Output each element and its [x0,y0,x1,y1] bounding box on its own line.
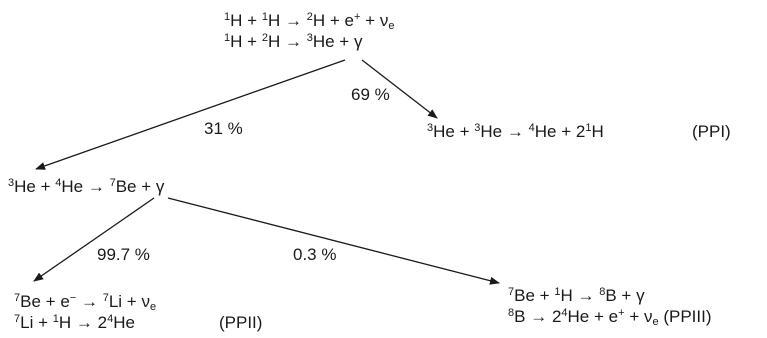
reaction-he3-he4: 3He + 4He → 7Be + γ [8,177,165,196]
reaction-be7-electron-capture: 7Be + e− → 7Li + νe [14,292,157,313]
reaction-li7-proton: 7Li + 1H → 24He [14,313,135,332]
node-ppii: 7Be + e− → 7Li + νe 7Li + 1H → 24He [14,291,156,333]
arrow-top-to-ppi [361,59,438,119]
reaction-be7-proton: 7Be + 1H → 8B + γ [508,286,645,305]
arrow-middle-to-ppii [33,197,155,282]
arrow-middle-to-ppiii [167,197,500,285]
node-ppiii: 7Be + 1H → 8B + γ 8B → 24He + e+ + νe (P… [508,285,712,328]
node-ppi: 3He + 3He → 4He + 21H [427,121,604,142]
reaction-he3-he3: 3He + 3He → 4He + 21H [427,122,604,141]
node-top: 1H + 1H → 2H + e+ + νe 1H + 2H → 3He + γ [224,10,394,52]
reaction-deuterium-capture: 1H + 2H → 3He + γ [224,32,363,51]
arrow-top-to-middle [35,59,346,170]
branch-pct-top-to-middle: 31 % [204,119,243,138]
branch-pct-middle-to-ppiii: 0.3 % [293,245,337,264]
reaction-b8-decay: 8B → 24He + e+ + νe (PPIII) [508,307,712,328]
branch-pct-top-to-ppi: 69 % [351,85,390,104]
chain-label-ppii: (PPII) [219,313,263,332]
node-middle: 3He + 4He → 7Be + γ [8,176,164,197]
chain-label-ppi: (PPI) [692,122,731,141]
chain-label-ppiii: (PPIII) [663,307,712,326]
reaction-pp-fusion: 1H + 1H → 2H + e+ + νe [224,11,395,32]
branch-pct-middle-to-ppii: 99.7 % [97,245,150,264]
